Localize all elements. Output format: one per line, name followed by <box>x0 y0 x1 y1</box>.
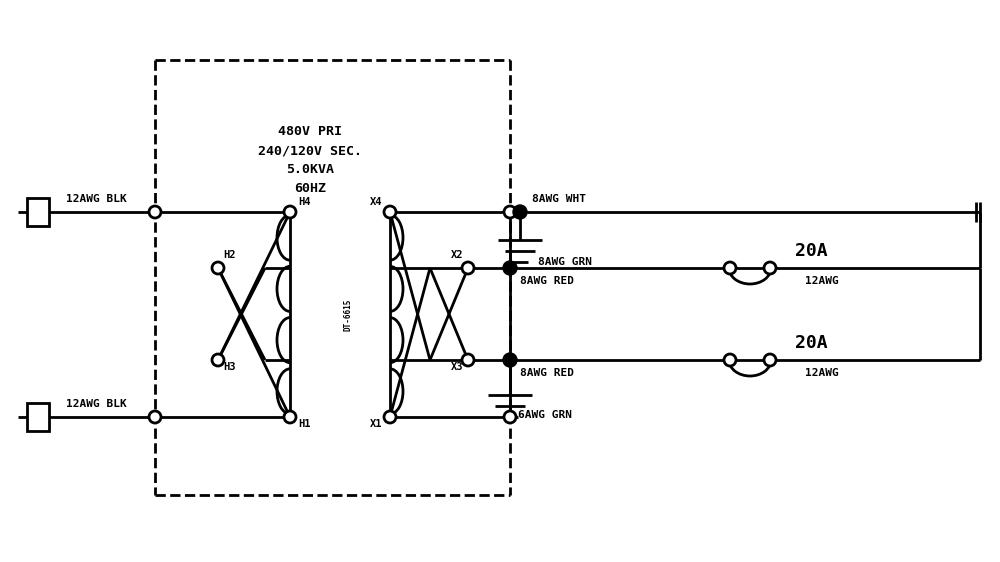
Text: 8AWG WHT: 8AWG WHT <box>532 194 586 204</box>
Circle shape <box>724 262 736 274</box>
Circle shape <box>503 261 517 275</box>
Circle shape <box>764 354 776 366</box>
Text: 6AWG GRN: 6AWG GRN <box>518 410 572 420</box>
Text: 8AWG GRN: 8AWG GRN <box>538 257 592 267</box>
Text: 480V PRI
240/120V SEC.
5.0KVA
60HZ: 480V PRI 240/120V SEC. 5.0KVA 60HZ <box>258 125 362 195</box>
Circle shape <box>513 205 527 219</box>
Text: 12AWG: 12AWG <box>805 368 839 378</box>
Text: H4: H4 <box>298 197 310 207</box>
Text: 20A: 20A <box>795 334 828 352</box>
Circle shape <box>504 206 516 218</box>
Circle shape <box>503 353 517 367</box>
Circle shape <box>149 411 161 423</box>
Text: 8AWG RED: 8AWG RED <box>520 276 574 286</box>
Circle shape <box>212 354 224 366</box>
Bar <box>27 198 49 226</box>
Circle shape <box>384 206 396 218</box>
Text: X4: X4 <box>370 197 382 207</box>
Text: DT-6615: DT-6615 <box>344 299 352 331</box>
Circle shape <box>149 206 161 218</box>
Circle shape <box>462 262 474 274</box>
Text: X3: X3 <box>450 362 463 372</box>
Text: 12AWG: 12AWG <box>805 276 839 286</box>
Text: X1: X1 <box>370 419 382 429</box>
Text: 12AWG BLK: 12AWG BLK <box>66 399 126 409</box>
Circle shape <box>764 262 776 274</box>
Circle shape <box>284 206 296 218</box>
Text: 20A: 20A <box>795 242 828 260</box>
Text: X2: X2 <box>450 250 463 260</box>
Text: H3: H3 <box>223 362 236 372</box>
Circle shape <box>384 411 396 423</box>
Text: 8AWG RED: 8AWG RED <box>520 368 574 378</box>
Text: 12AWG BLK: 12AWG BLK <box>66 194 126 204</box>
Circle shape <box>724 354 736 366</box>
Text: H1: H1 <box>298 419 310 429</box>
Circle shape <box>284 411 296 423</box>
Bar <box>27 403 49 431</box>
Circle shape <box>504 411 516 423</box>
Text: H2: H2 <box>223 250 236 260</box>
Circle shape <box>212 262 224 274</box>
Circle shape <box>462 354 474 366</box>
